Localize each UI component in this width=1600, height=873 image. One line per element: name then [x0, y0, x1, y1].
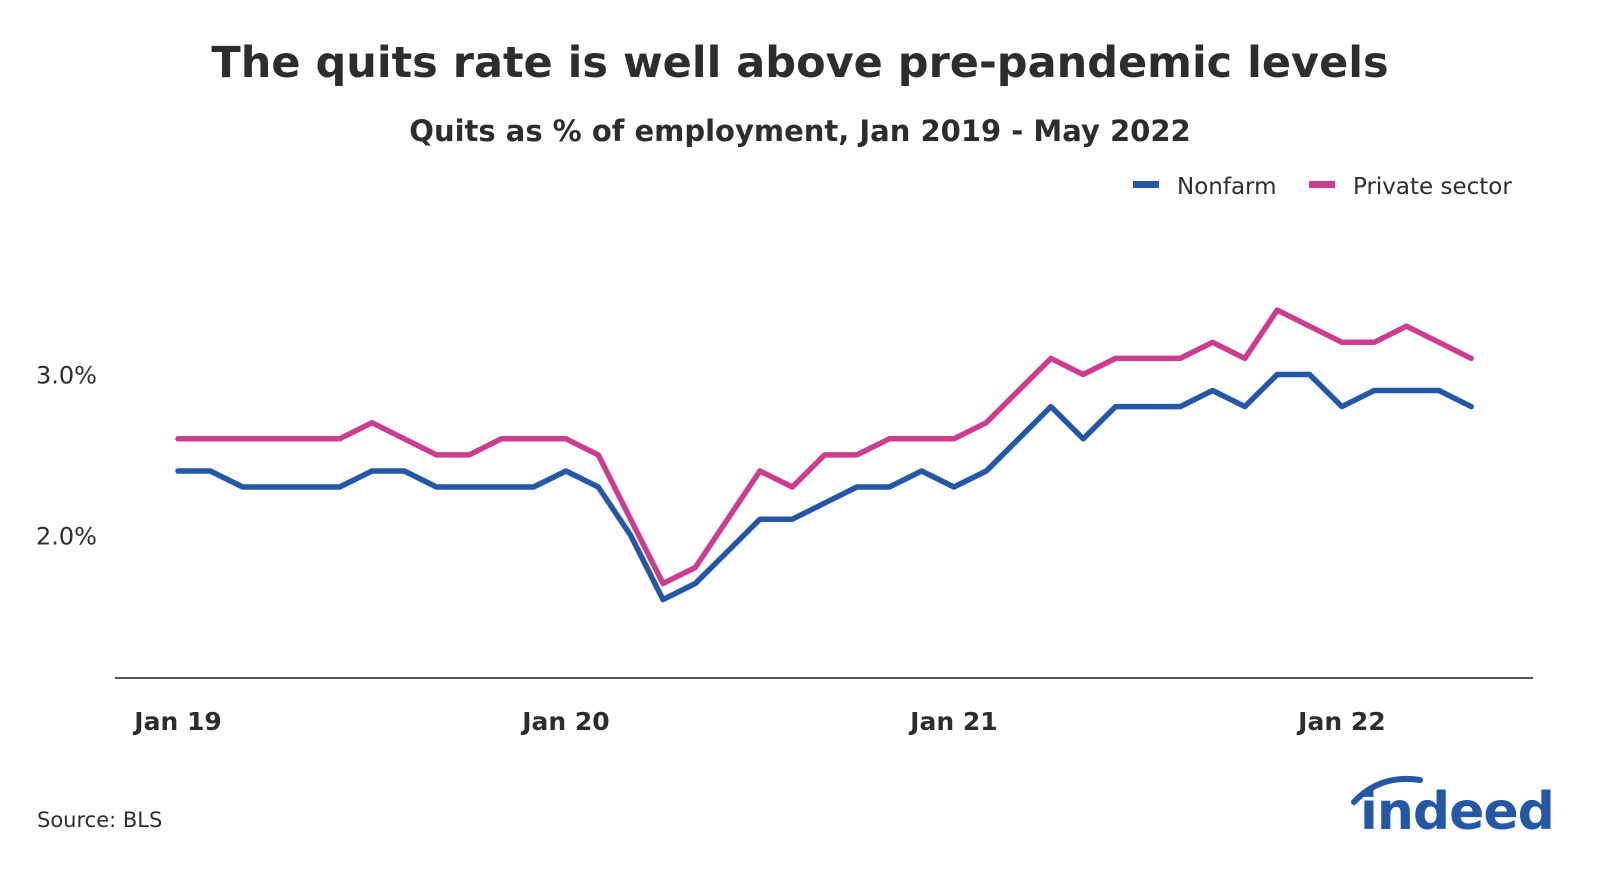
series-lines — [175, 307, 1474, 603]
x-axis-ticks: Jan 19 Jan 20 Jan 21 Jan 22 — [132, 707, 1385, 736]
indeed-logo: indeed — [1360, 782, 1555, 842]
legend-swatch — [1133, 181, 1159, 188]
x-tick-label: Jan 22 — [1296, 707, 1385, 736]
series-line-nonfarm — [175, 371, 1474, 603]
y-axis-ticks: 2.0% 3.0% — [36, 361, 97, 550]
x-tick-label: Jan 19 — [132, 707, 221, 736]
series-line-private-sector — [175, 307, 1474, 587]
source-note: Source: BLS — [37, 808, 163, 832]
legend-label: Nonfarm — [1177, 174, 1277, 200]
x-tick-label: Jan 20 — [520, 707, 609, 736]
indeed-logo-arc-icon — [1351, 776, 1423, 805]
legend-label: Private sector — [1353, 174, 1512, 200]
y-tick-label: 3.0% — [36, 361, 97, 389]
legend-swatch — [1309, 181, 1335, 188]
x-tick-label: Jan 21 — [908, 707, 997, 736]
chart-subtitle: Quits as % of employment, Jan 2019 - May… — [409, 114, 1191, 148]
legend: Nonfarm Private sector — [1133, 174, 1512, 200]
chart-title: The quits rate is well above pre-pandemi… — [211, 38, 1389, 88]
y-tick-label: 2.0% — [36, 522, 97, 550]
